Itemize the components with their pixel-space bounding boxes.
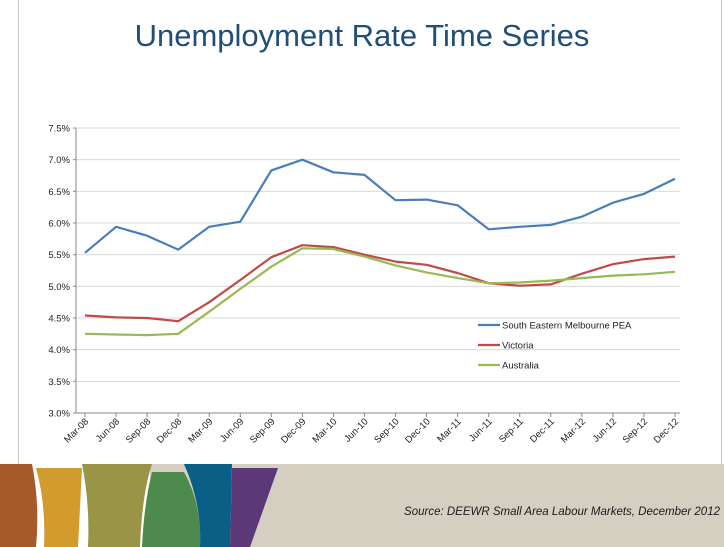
legend-label: Australia: [502, 361, 540, 372]
legend: South Eastern Melbourne PEA Victoria Austr…: [478, 321, 632, 372]
x-tick-label: Mar-11: [435, 416, 464, 445]
series-line: [84, 244, 676, 323]
x-tick-label: Sep-09: [248, 416, 277, 445]
x-tick-label: Mar-09: [186, 416, 215, 445]
x-tick-label: Jun-11: [467, 416, 495, 444]
x-tick-label: Jun-08: [94, 416, 122, 444]
x-tick-label: Dec-11: [528, 416, 557, 445]
y-tick-label: 3.5%: [48, 377, 70, 388]
gridlines: [76, 127, 680, 382]
y-tick-label: 6.0%: [48, 219, 70, 230]
y-tick-label: 4.0%: [48, 345, 70, 356]
x-tick-label: Sep-12: [621, 416, 650, 445]
slide-title: Unemployment Rate Time Series: [134, 18, 590, 53]
y-tick-label: 7.0%: [48, 155, 70, 166]
legend-label: South Eastern Melbourne PEA: [502, 321, 632, 332]
series-line: [84, 158, 676, 254]
footer-block-olive: [82, 464, 152, 547]
x-tick-label: Jun-10: [342, 416, 370, 444]
y-tick-label: 5.0%: [48, 282, 70, 293]
x-tick-label: Dec-09: [279, 416, 308, 445]
x-tick-label: Dec-08: [155, 416, 184, 445]
footer-band: [0, 464, 724, 547]
y-tick-label: 5.5%: [48, 250, 70, 261]
y-tick-label: 3.0%: [48, 409, 70, 420]
x-tick-label: Jun-12: [591, 416, 619, 444]
y-tick-label: 4.5%: [48, 314, 70, 325]
x-tick-label: Jun-09: [218, 416, 246, 444]
y-tick-label: 7.5%: [48, 124, 70, 135]
x-tick-label: Dec-12: [652, 416, 681, 445]
y-tick-label: 6.5%: [48, 187, 70, 198]
footer-block-gold: [36, 468, 82, 547]
x-tick-label: Mar-10: [310, 416, 339, 445]
footer-block-green: [142, 472, 201, 547]
footer-block-rust: [0, 464, 38, 547]
series-lines: [84, 158, 676, 337]
series-line: [84, 247, 676, 337]
axes: 3.0% 3.5% 4.0% 4.5% 5.0% 5.5% 6.0% 6.5% 7.0% 7.5%…: [48, 124, 681, 446]
x-tick-label: Dec-10: [403, 416, 432, 445]
slide-frame: [18, 0, 722, 547]
x-tick-label: Mar-08: [62, 416, 91, 445]
legend-label: Victoria: [502, 341, 534, 352]
x-tick-label: Sep-11: [497, 416, 526, 445]
footer-block-teal: [184, 464, 232, 547]
source-note: Source: DEEWR Small Area Labour Markets,…: [404, 506, 720, 518]
x-tick-label: Sep-10: [372, 416, 401, 445]
x-tick-label: Mar-12: [559, 416, 588, 445]
footer-block-purple: [230, 468, 278, 547]
x-tick-label: Sep-08: [124, 416, 153, 445]
